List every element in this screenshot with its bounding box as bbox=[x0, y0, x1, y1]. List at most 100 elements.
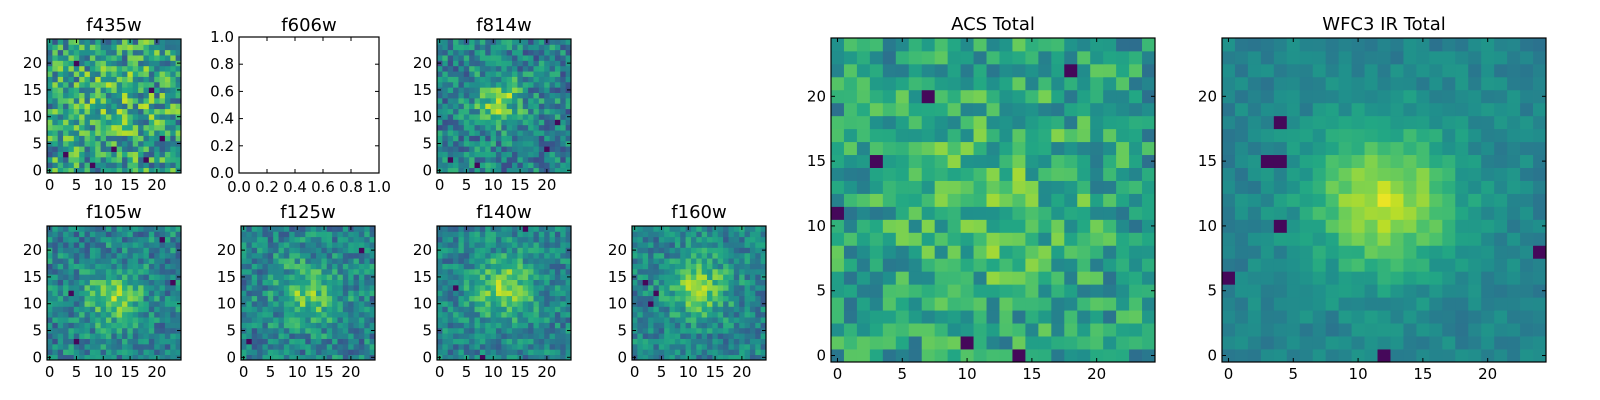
heatmap-cell bbox=[637, 311, 644, 318]
heatmap-cell bbox=[528, 242, 534, 248]
heatmap-cell bbox=[653, 317, 660, 323]
heatmap-cell bbox=[68, 71, 75, 77]
heatmap-cell bbox=[1038, 102, 1052, 117]
heatmap-cell bbox=[463, 60, 470, 67]
heatmap-cell bbox=[458, 76, 465, 83]
heatmap-cell bbox=[712, 343, 719, 350]
heatmap-cell bbox=[95, 151, 101, 158]
heatmap-cell bbox=[749, 263, 756, 270]
heatmap-cell bbox=[744, 252, 751, 259]
heatmap-cell bbox=[342, 349, 349, 356]
heatmap-cell bbox=[744, 247, 751, 254]
heatmap-cell bbox=[560, 55, 567, 61]
heatmap-cell bbox=[310, 322, 317, 329]
heatmap-cell bbox=[506, 279, 513, 286]
heatmap-cell bbox=[501, 162, 508, 169]
heatmap-cell bbox=[342, 258, 349, 264]
heatmap-cell bbox=[565, 252, 572, 259]
heatmap-cell bbox=[554, 81, 561, 88]
heatmap-cell bbox=[973, 284, 987, 298]
heatmap-cell bbox=[447, 119, 454, 126]
heatmap-cell bbox=[986, 128, 1000, 143]
heatmap-cell bbox=[517, 284, 524, 291]
heatmap-cell bbox=[79, 327, 85, 334]
heatmap-cell bbox=[437, 258, 443, 264]
heatmap-cell bbox=[447, 87, 454, 93]
heatmap-cell bbox=[908, 89, 923, 104]
heatmap-cell bbox=[469, 311, 475, 318]
heatmap-cell bbox=[565, 44, 572, 51]
heatmap-cell bbox=[685, 317, 692, 323]
heatmap-cell bbox=[739, 349, 745, 356]
heatmap-cell bbox=[1390, 180, 1404, 194]
heatmap-cell bbox=[934, 245, 949, 259]
heatmap-cell bbox=[999, 206, 1013, 220]
heatmap-cell bbox=[442, 92, 449, 99]
heatmap-cell bbox=[1273, 245, 1288, 259]
heatmap-cell bbox=[642, 274, 649, 280]
heatmap-cell bbox=[164, 333, 171, 339]
heatmap-cell bbox=[549, 114, 556, 120]
heatmap-cell bbox=[637, 317, 644, 323]
heatmap-cell bbox=[664, 333, 670, 339]
heatmap-cell bbox=[986, 38, 1000, 52]
heatmap-cell bbox=[474, 135, 481, 142]
heatmap-cell bbox=[960, 102, 974, 117]
heatmap-cell bbox=[1103, 102, 1117, 117]
heatmap-cell bbox=[973, 271, 987, 285]
heatmap-cell bbox=[73, 349, 80, 356]
heatmap-cell bbox=[554, 290, 561, 297]
heatmap-cell bbox=[680, 333, 686, 339]
heatmap-cell bbox=[1064, 271, 1078, 285]
heatmap-cell bbox=[57, 333, 64, 339]
heatmap-cell bbox=[485, 39, 491, 45]
heatmap-cell bbox=[538, 349, 545, 356]
heatmap-cell bbox=[52, 252, 59, 259]
heatmap-cell bbox=[73, 76, 80, 83]
heatmap-cell bbox=[1533, 297, 1547, 311]
heatmap-cell bbox=[458, 151, 465, 158]
heatmap-cell bbox=[257, 252, 263, 259]
heatmap-cell bbox=[1077, 50, 1091, 65]
heatmap-cell bbox=[116, 114, 123, 120]
heatmap-cell bbox=[100, 135, 107, 142]
heatmap-cell bbox=[273, 349, 279, 356]
heatmap-cell bbox=[164, 92, 171, 99]
heatmap-cell bbox=[495, 162, 502, 169]
heatmap-cell bbox=[533, 284, 540, 291]
heatmap-cell bbox=[908, 297, 923, 311]
heatmap-cell bbox=[685, 279, 692, 286]
heatmap-cell bbox=[89, 167, 96, 174]
heatmap-cell bbox=[326, 327, 333, 334]
heatmap-cell bbox=[469, 226, 475, 232]
heatmap-cell bbox=[528, 226, 534, 232]
heatmap-cell bbox=[831, 323, 845, 337]
heatmap-cell bbox=[744, 258, 751, 264]
heatmap-cell bbox=[554, 92, 561, 99]
heatmap-cell bbox=[565, 226, 572, 232]
heatmap-cell bbox=[908, 154, 923, 168]
heatmap-cell bbox=[127, 317, 134, 323]
heatmap-cell bbox=[1351, 297, 1365, 311]
heatmap-cell bbox=[744, 349, 751, 356]
heatmap-cell bbox=[495, 71, 502, 77]
heatmap-cell bbox=[246, 295, 253, 302]
heatmap-cell bbox=[528, 76, 534, 83]
heatmap-cell bbox=[1025, 128, 1039, 143]
heatmap-cell bbox=[512, 76, 518, 83]
heatmap-cell bbox=[1351, 232, 1365, 246]
axes-frame bbox=[46, 38, 182, 174]
heatmap-cell bbox=[549, 81, 556, 88]
heatmap-cell bbox=[84, 247, 91, 254]
heatmap-cell bbox=[501, 226, 508, 232]
heatmap-cell bbox=[544, 140, 550, 147]
heatmap-cell bbox=[760, 306, 767, 313]
heatmap-cell bbox=[490, 60, 497, 67]
heatmap-cell bbox=[560, 156, 567, 163]
heatmap-cell bbox=[1455, 245, 1469, 259]
heatmap-cell bbox=[299, 311, 306, 318]
heatmap-cell bbox=[143, 162, 150, 169]
heatmap-cell bbox=[175, 231, 182, 238]
heatmap-cell bbox=[342, 268, 349, 275]
heatmap-cell bbox=[458, 65, 465, 72]
